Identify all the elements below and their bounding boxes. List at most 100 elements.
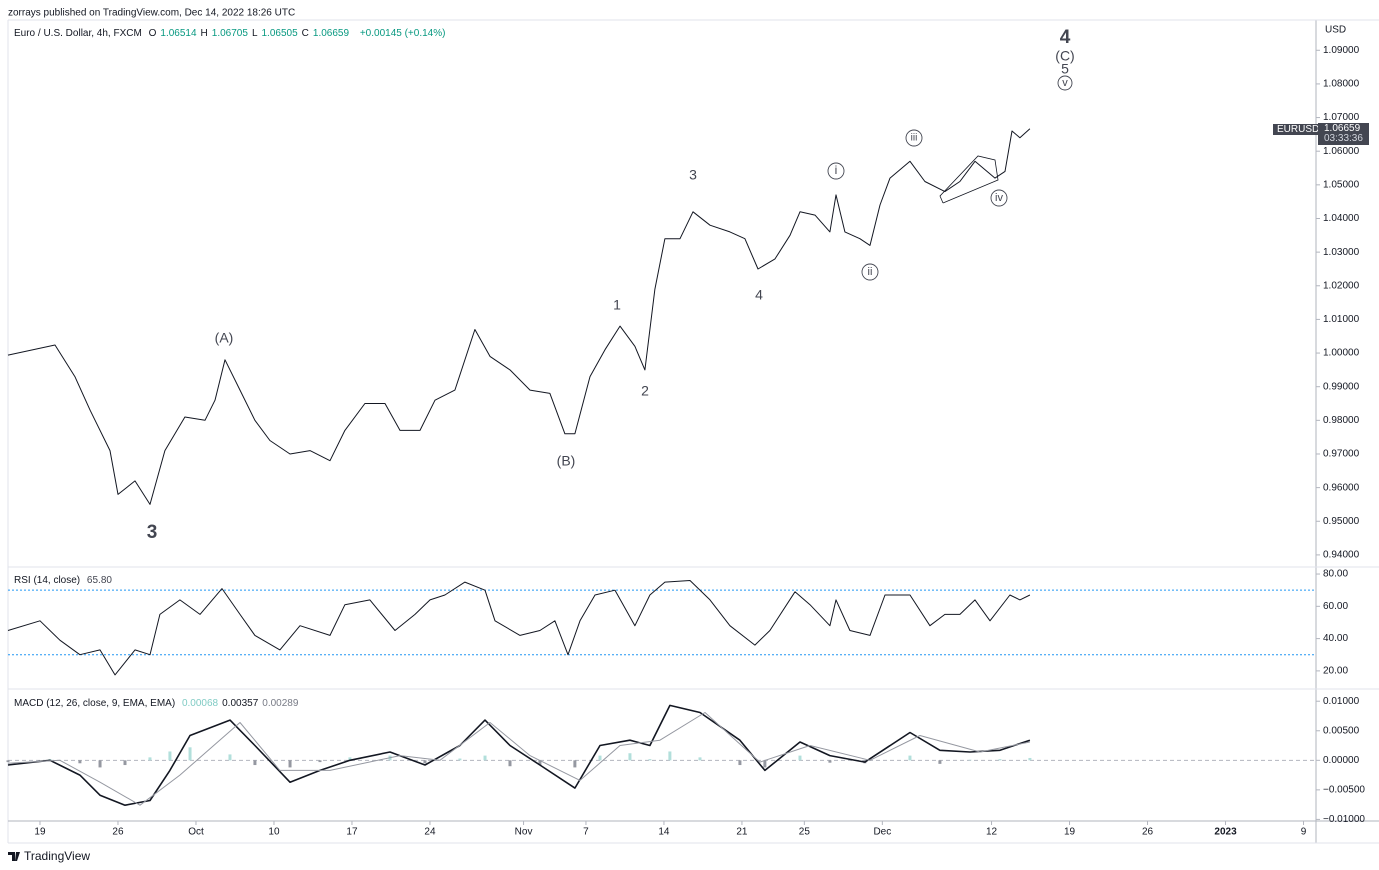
- x-tick-label: 14: [658, 827, 670, 838]
- countdown: 03:33:36: [1324, 133, 1363, 144]
- wave-label: (A): [215, 330, 234, 346]
- title: RSI (14, close): [14, 575, 81, 586]
- y-tick-label: 80.00: [1323, 569, 1348, 580]
- x-tick-label: Nov: [515, 827, 533, 838]
- histogram-bar: [698, 757, 702, 761]
- y-tick-label: 1.08000: [1323, 79, 1360, 90]
- histogram-bar: [228, 754, 232, 761]
- wave-label: (C): [1055, 48, 1074, 64]
- price-legend: Euro / U.S. Dollar, 4h, FXCM O 1.06514 H 1.…: [14, 28, 449, 39]
- y-tick-label: 1.02000: [1323, 280, 1360, 291]
- wave-circle: [827, 162, 845, 180]
- ohlc-value: 1.06505: [261, 28, 298, 39]
- x-tick-label: Dec: [873, 827, 891, 838]
- y-tick-label: −0.01000: [1323, 814, 1365, 825]
- wave-label: v: [1062, 77, 1068, 89]
- title: Euro / U.S. Dollar, 4h, FXCM: [14, 28, 142, 39]
- wave-label: 4: [1060, 27, 1071, 48]
- last-price: 1.06659: [1324, 123, 1361, 134]
- histogram-bar: [573, 760, 577, 768]
- wave-label: 3: [147, 522, 158, 543]
- y-tick-label: 40.00: [1323, 633, 1348, 644]
- histogram-bar: [148, 757, 152, 761]
- y-tick-label: 1.09000: [1323, 45, 1360, 56]
- x-tick-label: 9: [1301, 827, 1307, 838]
- wave-label: 1: [613, 297, 621, 313]
- histogram-bar: [458, 758, 462, 761]
- symbol-tag: EURUSD: [1273, 124, 1324, 135]
- y-tick-label: 20.00: [1323, 666, 1348, 677]
- macd-legend: MACD (12, 26, close, 9, EMA, EMA) 0.0006…: [14, 698, 306, 709]
- rsi-legend: RSI (14, close) 65.80: [14, 575, 116, 586]
- y-tick-label: 0.97000: [1323, 449, 1360, 460]
- y-tick-label: 1.06000: [1323, 146, 1360, 157]
- histogram-bar: [1028, 757, 1032, 761]
- x-tick-label: 21: [736, 827, 748, 838]
- readout: 0.00357: [222, 698, 259, 709]
- readout: 0.00068: [181, 698, 219, 709]
- wave-label: iv: [995, 192, 1003, 204]
- wave-circle: [1057, 75, 1073, 91]
- histogram-bar: [628, 753, 632, 761]
- x-tick-label: 26: [1142, 827, 1154, 838]
- readout: 65.80: [86, 575, 112, 586]
- x-tick-label: 2023: [1214, 827, 1237, 838]
- x-tick-label: 24: [424, 827, 436, 838]
- histogram-bar: [508, 760, 512, 767]
- y-tick-label: 1.00000: [1323, 348, 1360, 359]
- histogram-bar: [938, 760, 942, 764]
- x-tick-label: 17: [346, 827, 358, 838]
- y-tick-label: 0.00500: [1323, 725, 1360, 736]
- y-tick-label: 0.96000: [1323, 482, 1360, 493]
- line-series: [7, 580, 1031, 676]
- wave-circle: [990, 189, 1008, 207]
- last-price-tag: 1.06659 03:33:36: [1318, 123, 1369, 145]
- wave-circle: [861, 263, 879, 281]
- histogram-bar: [648, 759, 652, 761]
- histogram-bar: [798, 755, 802, 761]
- wave-label: i: [835, 163, 838, 177]
- y-tick-label: 60.00: [1323, 601, 1348, 612]
- wave-label: ii: [868, 266, 873, 278]
- ohlc-key: O: [148, 28, 157, 39]
- line-series: [7, 128, 1031, 505]
- y-tick-label: 0.01000: [1323, 696, 1360, 707]
- wave-label: 5: [1061, 61, 1069, 77]
- histogram-bar: [968, 759, 972, 761]
- readouts: 0.00068 0.00357 0.00289: [182, 698, 302, 709]
- ohlc-value: 1.06659: [312, 28, 350, 39]
- brand: TradingView: [24, 849, 90, 863]
- histogram-bar: [598, 755, 602, 761]
- y-tick-label: 0.94000: [1323, 550, 1360, 561]
- x-tick-label: 19: [1064, 827, 1076, 838]
- histogram-bar: [168, 751, 172, 761]
- x-tick-label: 19: [34, 827, 46, 838]
- x-tick-label: Oct: [188, 827, 204, 838]
- x-tick-label: 26: [112, 827, 124, 838]
- y-tick-label: −0.00500: [1323, 785, 1365, 796]
- wave-label: 3: [689, 167, 697, 183]
- histogram-bar: [908, 755, 912, 761]
- ohlc-value: 1.06514: [160, 28, 197, 39]
- wave-label: 2: [641, 383, 649, 399]
- ohlc: O 1.06514 H 1.06705 L 1.06505 C 1.06659: [149, 28, 353, 39]
- histogram-bar: [6, 760, 10, 763]
- y-tick-label: 0.95000: [1323, 516, 1360, 527]
- histogram-bar: [288, 760, 292, 768]
- wave-label: (B): [557, 453, 576, 469]
- histogram-bar: [668, 751, 672, 761]
- ohlc-key: C: [301, 28, 309, 39]
- wave-label: iii: [911, 133, 918, 144]
- y-tick-label: 1.04000: [1323, 213, 1360, 224]
- x-tick-label: 25: [799, 827, 811, 838]
- wave-circle: [905, 129, 923, 147]
- histogram-bar: [348, 757, 352, 761]
- published-note: zorrays published on TradingView.com, De…: [8, 8, 295, 19]
- title: MACD (12, 26, close, 9, EMA, EMA): [14, 698, 176, 709]
- readout: 0.00289: [262, 698, 299, 709]
- histogram-bar: [78, 760, 82, 764]
- histogram-bar: [253, 760, 257, 766]
- x-tick-label: 10: [268, 827, 280, 838]
